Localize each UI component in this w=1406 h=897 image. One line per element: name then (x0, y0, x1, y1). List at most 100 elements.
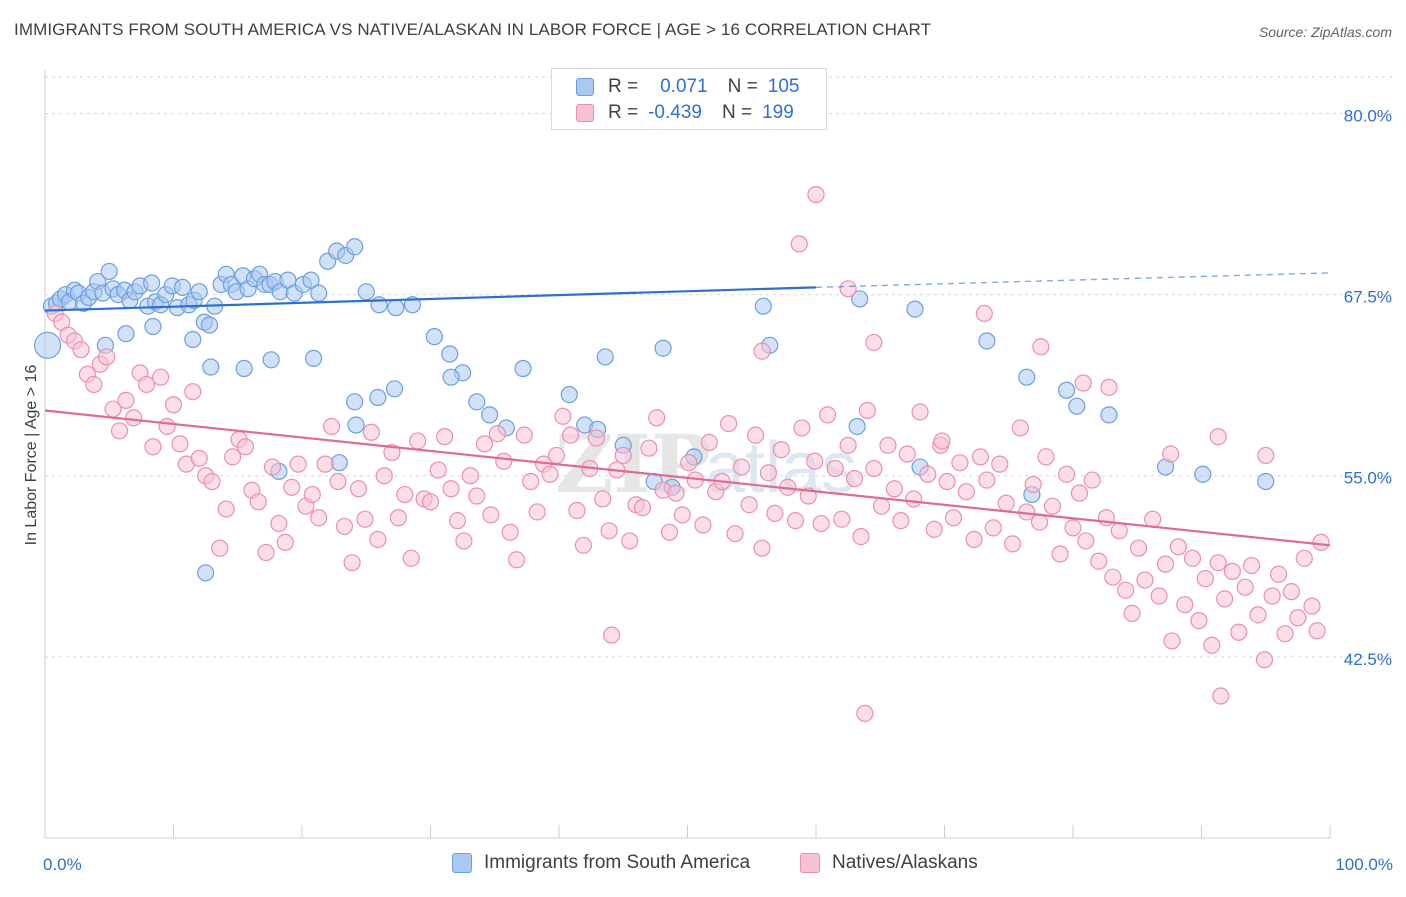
point-natives (1104, 568, 1122, 586)
point-natives (1110, 522, 1128, 540)
point-natives (303, 485, 321, 504)
point-natives (203, 472, 221, 491)
point-immigrants (425, 328, 443, 346)
point-natives (807, 186, 825, 204)
point-natives (1212, 687, 1230, 705)
point-natives (1255, 651, 1274, 669)
point-immigrants (1194, 465, 1212, 483)
point-natives (603, 626, 621, 644)
legend-swatch-blue (452, 853, 472, 873)
point-natives (1129, 539, 1148, 557)
legend-row-immigrants: R = 0.071 N = 105 (576, 74, 799, 100)
point-natives (1011, 419, 1029, 437)
point-immigrants (754, 297, 772, 315)
point-natives (547, 446, 566, 465)
point-natives (1203, 636, 1221, 654)
point-natives (1163, 632, 1181, 650)
point-natives (806, 452, 824, 470)
legend-r-label: R = (608, 76, 639, 97)
point-natives (911, 403, 929, 421)
y-tick-label: 80.0% (1344, 106, 1392, 125)
point-natives (1282, 583, 1301, 601)
point-natives (740, 496, 758, 514)
point-immigrants (184, 330, 202, 349)
point-natives (1312, 533, 1330, 551)
point-natives (383, 443, 401, 462)
point-natives (495, 452, 513, 470)
point-immigrants (514, 359, 532, 378)
point-natives (1303, 597, 1321, 615)
point-immigrants (403, 296, 422, 314)
series-legend: Immigrants from South America Natives/Al… (0, 852, 1406, 878)
point-natives (329, 472, 347, 491)
point-natives (991, 455, 1009, 473)
point-natives (1230, 623, 1248, 641)
point-immigrants (117, 325, 135, 343)
point-immigrants (441, 345, 459, 363)
point-natives (919, 465, 937, 483)
point-natives (1144, 510, 1162, 528)
point-natives (865, 333, 883, 352)
point-natives (224, 448, 242, 466)
source-note: Source: ZipAtlas.com (1258, 24, 1392, 40)
point-natives (667, 484, 685, 502)
point-immigrants (560, 385, 578, 404)
legend-n-value: 105 (767, 76, 800, 97)
point-immigrants (1057, 381, 1076, 399)
point-natives (468, 487, 486, 505)
point-natives (614, 446, 632, 465)
point-natives (997, 494, 1015, 512)
point-natives (938, 472, 956, 491)
point-natives (1024, 475, 1042, 494)
point-natives (1123, 604, 1141, 622)
point-natives (375, 467, 393, 485)
point-natives (1176, 596, 1194, 614)
point-natives (865, 459, 883, 478)
point-immigrants (387, 299, 405, 317)
point-natives (482, 506, 500, 524)
point-natives (1057, 465, 1076, 483)
series-natives-points (46, 186, 1330, 722)
point-natives (1263, 587, 1281, 605)
point-natives (1117, 581, 1135, 599)
point-immigrants (202, 358, 220, 376)
x-tick-label: 0.0% (43, 855, 82, 874)
point-natives (276, 533, 294, 551)
point-natives (1100, 378, 1118, 396)
point-natives (1209, 554, 1227, 572)
point-natives (72, 341, 90, 359)
point-natives (144, 438, 162, 456)
tick-labels: 42.5% 55.0% 67.5% 80.0% 0.0% 100.0% (43, 106, 1393, 874)
point-natives (1236, 578, 1254, 596)
legend-swatch-pink (800, 853, 820, 873)
y-tick-label: 67.5% (1344, 288, 1392, 307)
trend-line-natives (44, 409, 1331, 547)
point-natives (1004, 535, 1022, 553)
x-tick-label: 100.0% (1335, 855, 1393, 874)
point-natives (125, 409, 143, 427)
point-natives (1308, 622, 1326, 640)
point-immigrants (200, 316, 219, 334)
point-natives (117, 391, 135, 409)
point-natives (343, 554, 361, 572)
point-natives (236, 438, 255, 456)
point-natives (766, 504, 784, 523)
point-natives (720, 414, 738, 433)
point-immigrants (442, 368, 460, 386)
point-natives (362, 423, 380, 441)
point-natives (164, 396, 183, 414)
point-natives (925, 520, 943, 538)
point-natives (190, 449, 208, 467)
point-immigrants (235, 359, 253, 378)
point-immigrants (906, 300, 924, 318)
point-natives (1156, 555, 1175, 573)
point-immigrants (481, 406, 499, 424)
point-immigrants (143, 274, 161, 292)
point-natives (984, 519, 1002, 537)
point-natives (965, 530, 983, 549)
point-natives (793, 419, 811, 437)
point-natives (421, 493, 440, 511)
point-natives (1169, 538, 1187, 556)
point-natives (507, 551, 526, 569)
point-immigrants (468, 393, 486, 411)
